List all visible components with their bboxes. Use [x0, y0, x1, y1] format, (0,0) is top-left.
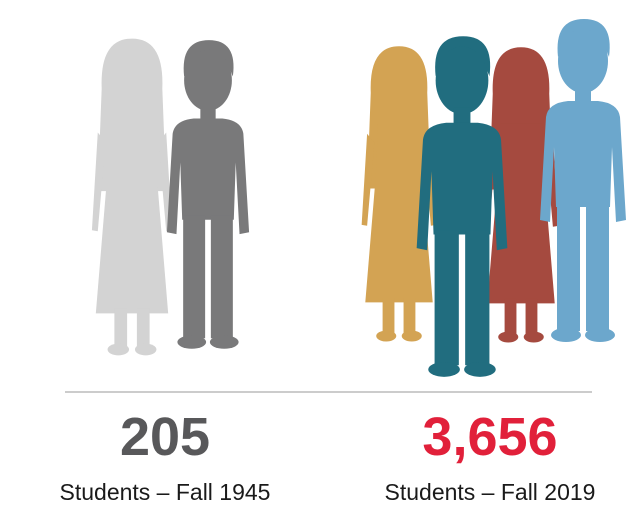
stat-label: Students – Fall 2019: [385, 479, 596, 505]
figures-2019: [361, 19, 626, 377]
stat-number: 205: [120, 407, 210, 467]
silhouette: [166, 40, 250, 349]
figures-1945: [91, 38, 250, 356]
stat-label: Students – Fall 1945: [60, 479, 271, 505]
silhouette: [91, 38, 173, 356]
stat-number: 3,656: [422, 407, 557, 467]
